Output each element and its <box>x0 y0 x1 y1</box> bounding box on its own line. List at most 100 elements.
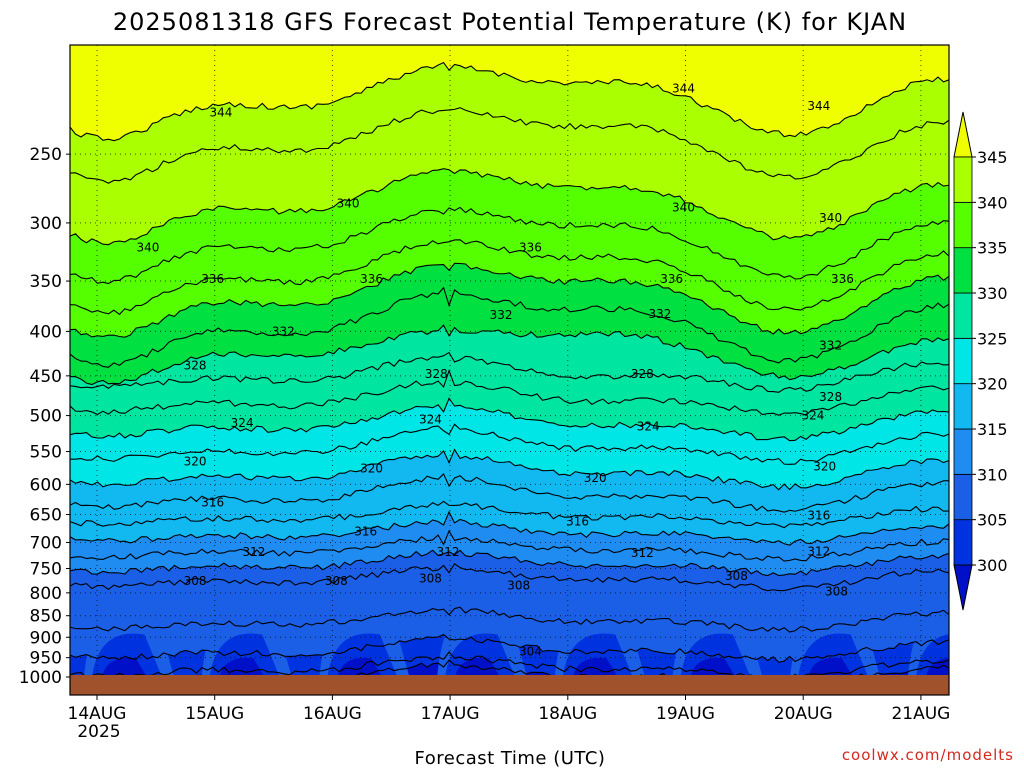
contour-344 <box>70 61 949 142</box>
contour-label: 344 <box>672 81 695 95</box>
colorbar-swatch-320 <box>953 337 973 385</box>
night-pocket-2-2 <box>337 657 383 677</box>
contour-label: 344 <box>209 106 232 120</box>
color-bands <box>70 45 949 695</box>
contour-332 <box>70 286 949 368</box>
contour-322 <box>70 423 949 465</box>
colorbar-swatch-340 <box>953 156 973 203</box>
colorbar-label: 310 <box>977 465 1008 484</box>
contour-312 <box>70 529 949 562</box>
chart-title: 2025081318 GFS Forecast Potential Temper… <box>113 8 907 36</box>
y-tick-label: 300 <box>30 214 62 234</box>
contour-314 <box>70 510 949 546</box>
contour-label: 336 <box>201 272 224 286</box>
night-pocket-5-2 <box>690 657 736 677</box>
x-tick-label: 18AUG <box>538 704 597 724</box>
y-tick-label: 850 <box>30 607 62 627</box>
contour-label: 312 <box>631 546 654 560</box>
x-axis-title: Forecast Time (UTC) <box>415 748 606 768</box>
colorbar-swatch-325 <box>953 292 973 339</box>
contour-306 <box>70 606 949 633</box>
contour-label: 332 <box>649 307 672 321</box>
plot-area <box>70 45 949 695</box>
ground-surface <box>70 675 949 695</box>
contour-label: 324 <box>231 416 254 430</box>
contour-label: 328 <box>184 359 207 373</box>
y-tick-label: 250 <box>30 145 62 165</box>
contour-316 <box>70 500 949 529</box>
y-tick-label: 600 <box>30 475 62 495</box>
colorbar-label: 345 <box>977 148 1008 167</box>
contour-label: 324 <box>802 409 825 423</box>
contour-330 <box>70 324 949 386</box>
contour-304 <box>70 633 949 663</box>
contour-326 <box>70 369 949 416</box>
x-axis-year-label: 2025 <box>77 722 120 742</box>
contour-338 <box>70 206 949 285</box>
y-tick-label: 1000 <box>19 668 62 688</box>
contour-label: 336 <box>519 240 542 254</box>
x-tick-label: 16AUG <box>303 704 362 724</box>
contour-label: 320 <box>184 455 207 469</box>
colorbar-label: 325 <box>977 329 1008 348</box>
contour-label: 340 <box>137 240 160 254</box>
contour-label: 320 <box>360 461 383 475</box>
colorbar-swatch-305 <box>953 473 973 521</box>
contour-320 <box>70 448 949 491</box>
contour-label: 304 <box>519 645 542 659</box>
colorbar-label: 300 <box>977 556 1008 575</box>
contour-label: 328 <box>631 367 654 381</box>
x-tick-label: 17AUG <box>421 704 480 724</box>
colorbar-label: 335 <box>977 239 1008 258</box>
contour-label: 308 <box>325 574 348 588</box>
contour-328 <box>70 351 949 393</box>
colorbar-label: 320 <box>977 375 1008 394</box>
contour-label: 344 <box>807 99 830 113</box>
colorbar-swatch-335 <box>953 201 973 249</box>
contour-label: 308 <box>419 571 442 585</box>
colorbar-label: 305 <box>977 511 1008 530</box>
grid-lines <box>70 45 949 695</box>
contour-label: 324 <box>637 420 660 434</box>
x-tick-label: 21AUG <box>891 704 950 724</box>
contour-label: 332 <box>272 324 295 338</box>
colorbar-swatch-310 <box>953 428 973 475</box>
contour-label: 328 <box>819 390 842 404</box>
x-tick-label: 15AUG <box>185 704 244 724</box>
contour-342 <box>70 107 949 184</box>
colorbar-label: 315 <box>977 420 1008 439</box>
night-pocket-6-2 <box>808 657 854 677</box>
colorbar-label: 330 <box>977 284 1008 303</box>
colorbar: 300 305 310 315 320 325 330 335 340 345 <box>953 111 1008 611</box>
contour-label: 320 <box>813 459 836 473</box>
y-tick-label: 650 <box>30 506 62 526</box>
y-tick-label: 400 <box>30 322 62 342</box>
contour-label: 316 <box>354 525 377 539</box>
contour-label: 336 <box>360 272 383 286</box>
colorbar-swatch-315 <box>953 383 973 430</box>
x-tick-label: 20AUG <box>774 704 833 724</box>
y-tick-label: 900 <box>30 628 62 648</box>
contour-label: 320 <box>584 471 607 485</box>
credit-text: coolwx.com/modelts <box>842 746 1014 764</box>
contour-label: 336 <box>660 272 683 286</box>
contour-labels: 344 344 344 340 340 340 340 336 336 336 336 336 332 3… <box>137 81 854 659</box>
y-tick-label: 350 <box>30 272 62 292</box>
y-tick-label: 450 <box>30 367 62 387</box>
contour-label: 312 <box>807 545 830 559</box>
contour-324 <box>70 397 949 442</box>
plot-frame <box>69 44 950 696</box>
x-tick-label: 19AUG <box>656 704 715 724</box>
contour-334 <box>70 262 949 338</box>
contour-label: 324 <box>419 412 442 426</box>
colorbar-extend-bottom <box>953 564 973 611</box>
colorbar-extend-top <box>953 111 973 158</box>
contour-label: 328 <box>425 367 448 381</box>
contour-label: 340 <box>337 197 360 211</box>
y-tick-label: 700 <box>30 533 62 553</box>
y-axis: 2503003504004505005506006507007508008509… <box>19 145 70 688</box>
contour-label: 316 <box>566 514 589 528</box>
contour-label: 308 <box>507 579 530 593</box>
contour-318 <box>70 473 949 513</box>
contour-label: 312 <box>242 545 265 559</box>
